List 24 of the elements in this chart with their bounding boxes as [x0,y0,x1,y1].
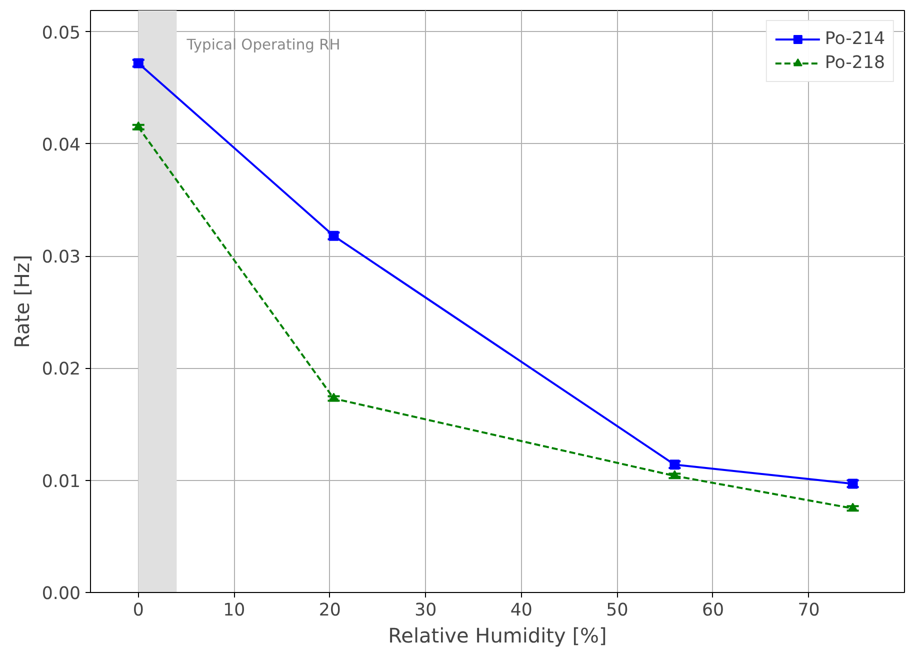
y-tick-label: 0.01 [42,472,81,492]
y-tick-label: 0.00 [42,584,81,604]
point [133,121,144,130]
y-tick-label: 0.04 [42,135,81,156]
point [848,502,858,512]
x-axis-title: Relative Humidity [%] [388,624,607,648]
x-tick-label: 20 [318,600,341,620]
y-tick-label: 0.02 [42,360,81,380]
y-tick-label: 0.03 [42,248,81,268]
x-tick-label: 0 [132,600,144,620]
point [328,230,339,241]
x-tick-label: 60 [702,600,724,620]
x-tick-label: 30 [414,600,437,620]
y-axis-title: Rate [Hz] [10,254,34,348]
x-tick-label: 50 [606,600,628,620]
y-tick-label: 0.05 [42,23,81,44]
point [848,478,858,489]
x-tick-label: 40 [510,600,532,620]
legend-label: Po-214 [824,29,885,49]
point [328,392,339,402]
x-tick-label: 70 [798,600,820,620]
x-tick-label: 10 [223,600,246,620]
legend-label: Po-218 [824,53,885,73]
point [670,460,680,470]
